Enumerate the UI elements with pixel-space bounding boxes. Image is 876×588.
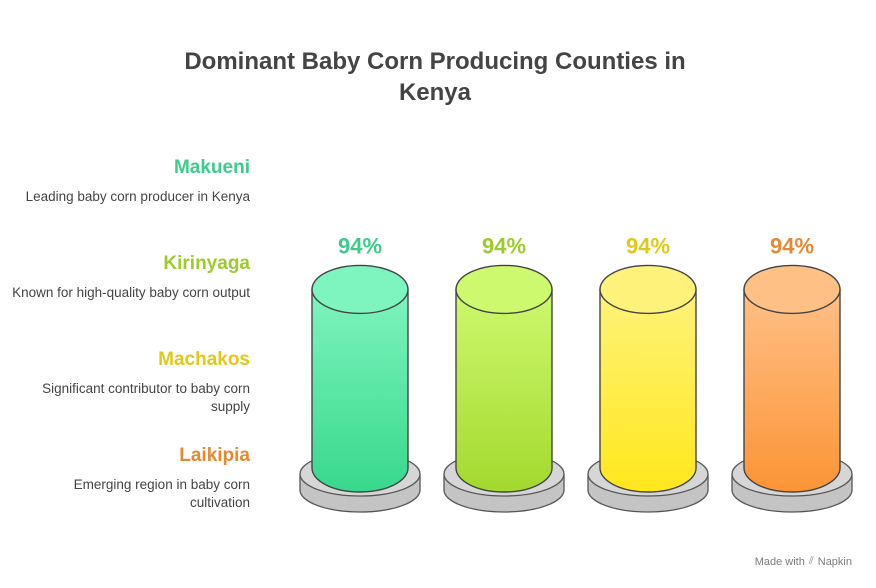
legend-desc-machakos: Significant contributor to baby corn sup… [42,381,250,414]
bar-kirinyaga: 94% [443,233,565,513]
napkin-logo-icon: ⫽ [808,555,814,567]
bar-makueni: 94% [299,233,421,513]
cylinder-top [311,264,409,315]
legend-item-makueni: Makueni Leading baby corn producer in Ke… [10,156,250,206]
legend-name-laikipia: Laikipia [179,445,250,466]
bar-machakos: 94% [587,233,709,513]
legend-item-machakos: Machakos Significant contributor to baby… [10,348,250,416]
legend-name-machakos: Machakos [158,349,250,370]
value-label-machakos: 94% [626,233,670,258]
legend-desc-makueni: Leading baby corn producer in Kenya [25,189,250,204]
cylinder-body [599,288,697,493]
cylinder-top [599,264,697,315]
legend: Makueni Leading baby corn producer in Ke… [0,0,260,588]
cylinder-body [455,288,553,493]
cylinder-top [455,264,553,315]
legend-desc-laikipia: Emerging region in baby corn cultivation [73,477,250,510]
value-label-kirinyaga: 94% [482,233,526,258]
value-label-makueni: 94% [338,233,382,258]
legend-name-makueni: Makueni [173,157,250,178]
bar-laikipia: 94% [731,233,853,513]
legend-item-kirinyaga: Kirinyaga Known for high-quality baby co… [10,252,250,302]
legend-name-kirinyaga: Kirinyaga [163,253,250,274]
value-label-laikipia: 94% [770,233,814,258]
footer: Made with ⫽ Napkin [755,555,852,568]
chart-title: Dominant Baby Corn Producing Counties in… [184,48,686,106]
legend-desc-kirinyaga: Known for high-quality baby corn output [12,285,250,300]
made-with-label: Made with [754,555,805,568]
cylinder-body [743,288,841,493]
cylinder-top [743,264,841,315]
napkin-brand: Napkin [817,555,852,568]
cylinder-body [311,288,409,493]
legend-item-laikipia: Laikipia Emerging region in baby corn cu… [10,444,250,512]
